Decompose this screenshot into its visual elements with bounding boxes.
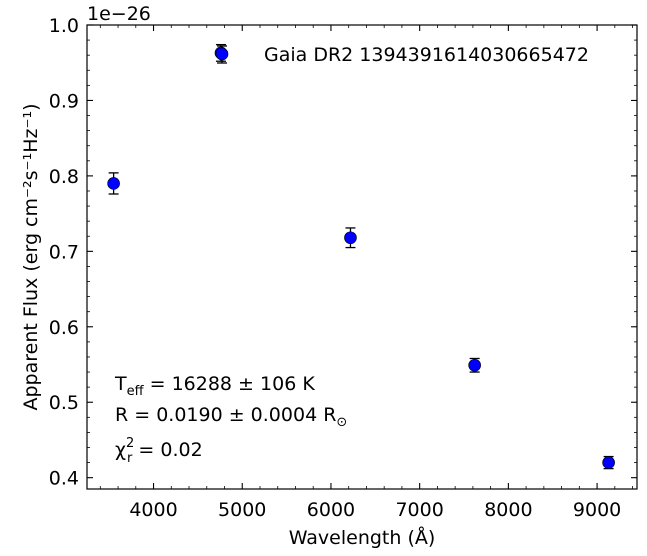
data-marker	[468, 358, 481, 372]
data-point	[344, 227, 357, 249]
y-offset-label: 1e−26	[87, 3, 151, 25]
x-tick-label: 8000	[484, 499, 532, 521]
x-axis-ticks: 4000 5000 6000 7000 8000 9000	[129, 25, 621, 521]
x-tick-label: 5000	[218, 499, 266, 521]
x-tick-label: 4000	[129, 499, 177, 521]
fit-annotations: Teff = 16288 ± 106 K R = 0.0190 ± 0.0004…	[114, 373, 347, 466]
x-tick-label: 6000	[307, 499, 355, 521]
y-tick-label: 0.5	[49, 392, 79, 414]
teff-annotation: Teff = 16288 ± 106 K	[114, 373, 315, 399]
chi2-annotation: χ2 r = 0.02	[115, 436, 203, 466]
data-marker	[602, 456, 615, 469]
legend: Gaia DR2 1394391614030665472	[215, 44, 589, 66]
data-point	[468, 357, 481, 373]
legend-label: Gaia DR2 1394391614030665472	[264, 44, 589, 66]
x-tick-label: 7000	[395, 499, 443, 521]
x-axis-label: Wavelength (Å)	[289, 526, 436, 549]
data-point	[107, 172, 120, 195]
plot-frame	[86, 24, 638, 490]
y-tick-label: 0.6	[49, 317, 79, 339]
radius-annotation: R = 0.0190 ± 0.0004 R⊙	[115, 404, 347, 430]
x-tick-label: 9000	[573, 499, 621, 521]
y-axis-ticks: 0.4 0.5 0.6 0.7 0.8 0.9 1.0	[49, 15, 637, 490]
y-tick-label: 0.4	[49, 468, 79, 490]
y-tick-label: 1.0	[49, 15, 79, 37]
minor-ticks	[87, 25, 637, 489]
y-axis-label: Apparent Flux (erg cm⁻²s⁻¹Hz⁻¹)	[20, 103, 42, 410]
legend-marker	[215, 47, 229, 61]
data-point	[602, 455, 615, 470]
y-tick-label: 0.9	[49, 90, 79, 112]
y-tick-label: 0.7	[49, 241, 79, 263]
data-marker	[107, 177, 120, 190]
data-marker	[344, 231, 357, 245]
y-tick-label: 0.8	[49, 166, 79, 188]
